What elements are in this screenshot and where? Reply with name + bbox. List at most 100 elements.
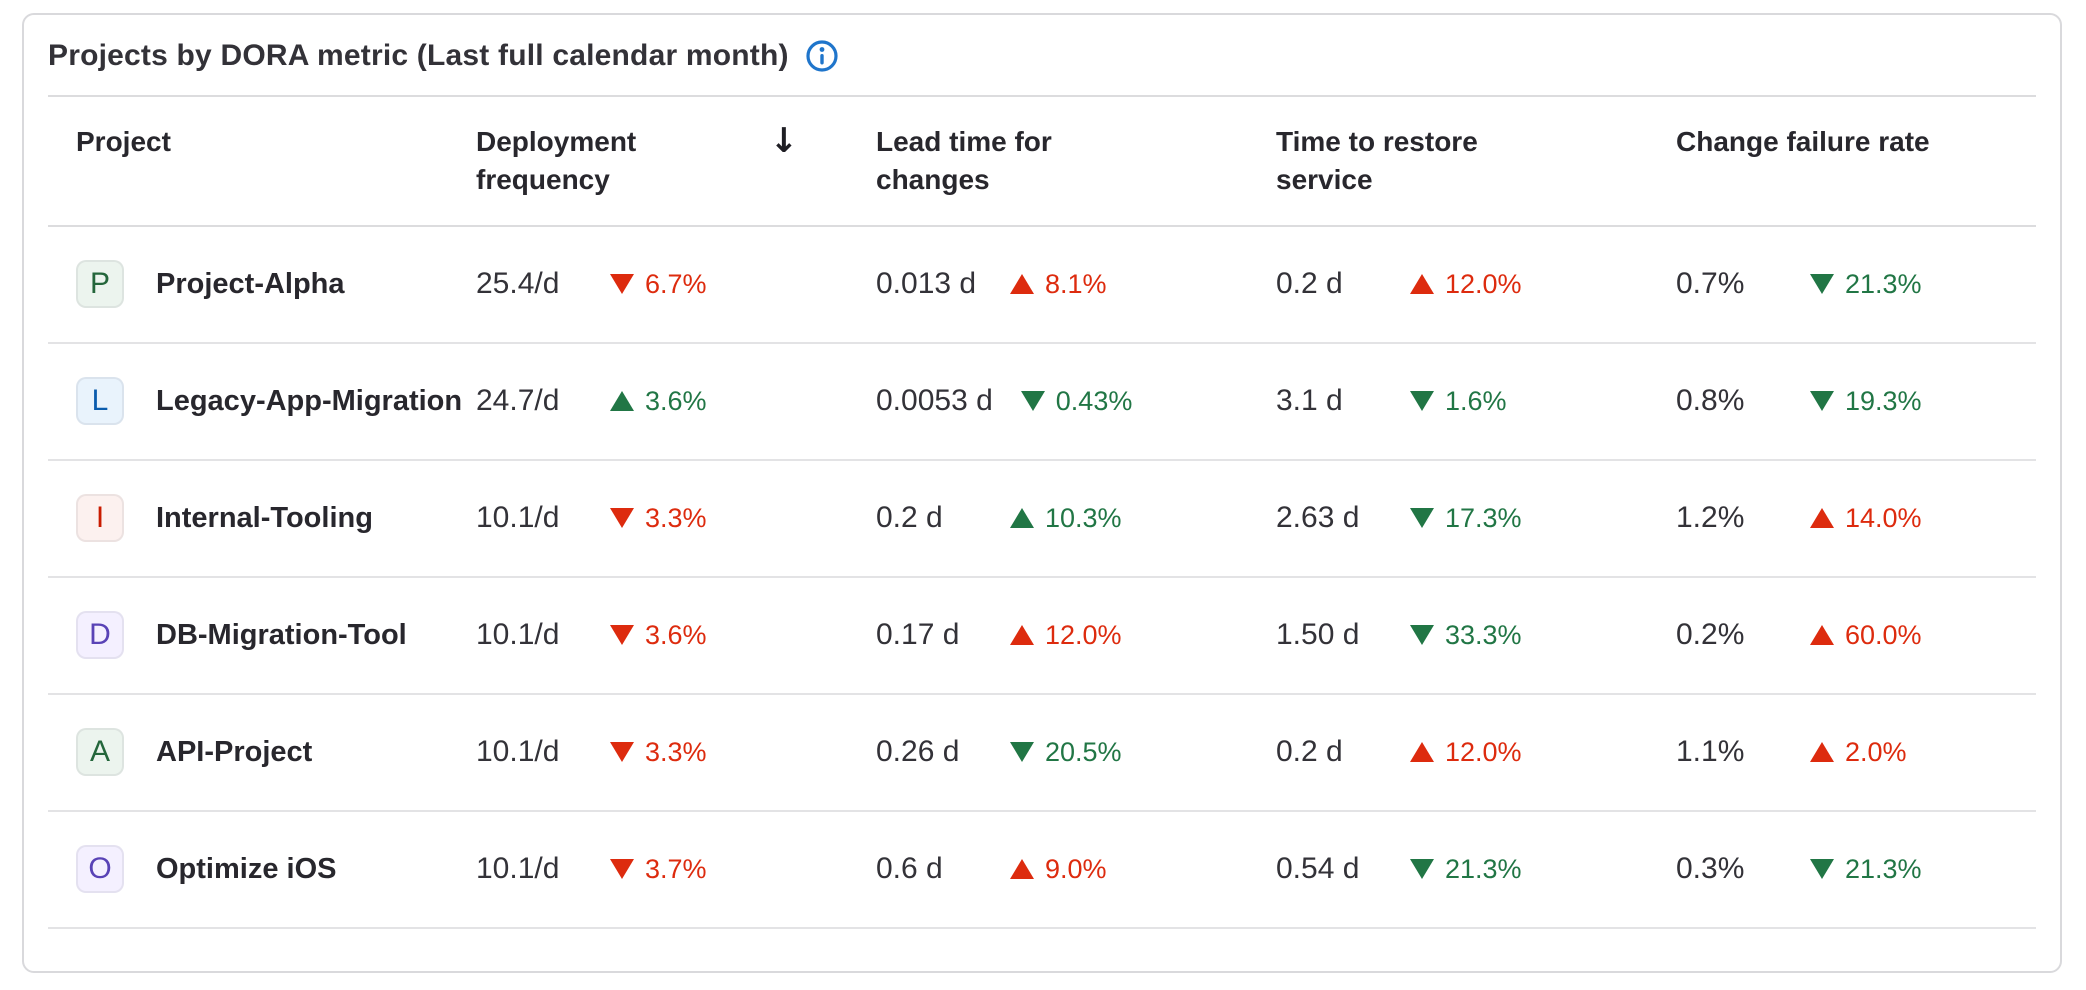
metric-value: 0.6 d [876, 852, 943, 886]
metric-value: 0.54 d [1276, 852, 1360, 886]
lead-time-cell: 0.26 d 20.5% [876, 735, 1276, 769]
trend-indicator: 20.5% [1010, 737, 1122, 768]
metric-value: 10.1/d [476, 618, 560, 652]
trend-percentage: 60.0% [1845, 619, 1922, 650]
change-failure-rate-cell: 1.1% 2.0% [1676, 735, 2036, 769]
time-to-restore-cell: 3.1 d 1.6% [1276, 384, 1676, 418]
project-avatar: O [76, 845, 124, 894]
metric-value: 0.17 d [876, 618, 960, 652]
trend-indicator: 2.0% [1810, 737, 1907, 768]
trend-triangle-icon [1410, 274, 1434, 295]
trend-indicator: 12.0% [1410, 737, 1522, 768]
trend-percentage: 20.5% [1045, 736, 1122, 767]
trend-triangle-icon [610, 508, 634, 529]
column-header-deployment-frequency[interactable]: Deployment frequency [476, 123, 876, 199]
trend-triangle-icon [610, 274, 634, 295]
table-row: D DB-Migration-Tool 10.1/d 3.6% 0.17 d 1… [48, 578, 2036, 695]
time-to-restore-cell: 0.2 d 12.0% [1276, 735, 1676, 769]
change-failure-rate-cell: 0.8% 19.3% [1676, 384, 2036, 418]
trend-percentage: 3.6% [645, 619, 707, 650]
trend-indicator: 19.3% [1810, 386, 1922, 417]
lead-time-cell: 0.013 d 8.1% [876, 267, 1276, 301]
project-avatar: A [76, 728, 124, 777]
project-avatar: D [76, 611, 124, 660]
metric-value: 0.7% [1676, 267, 1745, 301]
table-row: A API-Project 10.1/d 3.3% 0.26 d 20.5% 0… [48, 695, 2036, 812]
project-name-link[interactable]: Legacy-App-Migration [156, 384, 463, 417]
trend-triangle-icon [1410, 742, 1434, 763]
metric-value: 10.1/d [476, 735, 560, 769]
metric-value: 24.7/d [476, 384, 560, 418]
time-to-restore-cell: 0.2 d 12.0% [1276, 267, 1676, 301]
trend-percentage: 0.43% [1055, 385, 1133, 416]
card-header: Projects by DORA metric (Last full calen… [24, 15, 2060, 95]
column-header-project[interactable]: Project [76, 126, 171, 157]
trend-indicator: 60.0% [1810, 620, 1922, 651]
lead-time-cell: 0.2 d 10.3% [876, 501, 1276, 535]
metric-value: 0.013 d [876, 267, 977, 301]
trend-triangle-icon [1010, 508, 1034, 529]
metric-value: 0.2 d [1276, 267, 1343, 301]
metric-value: 0.8% [1676, 384, 1745, 418]
trend-triangle-icon [610, 859, 634, 880]
table-header-row: Project Deployment frequency Lead time f… [48, 95, 2036, 227]
trend-indicator: 3.3% [610, 737, 707, 768]
trend-indicator: 21.3% [1410, 854, 1522, 885]
table-row: P Project-Alpha 25.4/d 6.7% 0.013 d 8.1%… [48, 227, 2036, 344]
table-row: L Legacy-App-Migration 24.7/d 3.6% 0.005… [48, 344, 2036, 461]
metric-value: 0.2 d [876, 501, 943, 535]
column-header-time-to-restore[interactable]: Time to restore service [1276, 126, 1478, 195]
project-cell: P Project-Alpha [76, 260, 476, 309]
trend-percentage: 33.3% [1445, 619, 1522, 650]
project-name-link[interactable]: Internal-Tooling [156, 501, 373, 534]
trend-percentage: 9.0% [1045, 853, 1107, 884]
trend-triangle-icon [1010, 859, 1034, 880]
metric-value: 1.50 d [1276, 618, 1360, 652]
card-title: Projects by DORA metric (Last full calen… [48, 39, 789, 72]
change-failure-rate-cell: 1.2% 14.0% [1676, 501, 2036, 535]
metric-value: 3.1 d [1276, 384, 1343, 418]
trend-indicator: 3.7% [610, 854, 707, 885]
trend-percentage: 2.0% [1845, 736, 1907, 767]
trend-triangle-icon [1010, 625, 1034, 646]
change-failure-rate-cell: 0.2% 60.0% [1676, 618, 2036, 652]
trend-percentage: 6.7% [645, 268, 707, 299]
project-name-link[interactable]: Project-Alpha [156, 267, 345, 300]
time-to-restore-cell: 1.50 d 33.3% [1276, 618, 1676, 652]
trend-percentage: 10.3% [1045, 502, 1122, 533]
trend-triangle-icon [1010, 274, 1034, 295]
trend-indicator: 1.6% [1410, 386, 1507, 417]
time-to-restore-cell: 2.63 d 17.3% [1276, 501, 1676, 535]
project-name-link[interactable]: API-Project [156, 735, 313, 768]
trend-indicator: 14.0% [1810, 503, 1922, 534]
project-name-link[interactable]: DB-Migration-Tool [156, 618, 407, 651]
change-failure-rate-cell: 0.3% 21.3% [1676, 852, 2036, 886]
sort-arrow-down-icon[interactable] [770, 123, 799, 160]
trend-indicator: 21.3% [1810, 269, 1922, 300]
trend-triangle-icon [610, 742, 634, 763]
trend-percentage: 1.6% [1445, 385, 1507, 416]
column-header-lead-time[interactable]: Lead time for changes [876, 126, 1052, 195]
information-circle-icon[interactable] [805, 39, 839, 73]
trend-indicator: 6.7% [610, 269, 707, 300]
trend-triangle-icon [1410, 625, 1434, 646]
table-row: O Optimize iOS 10.1/d 3.7% 0.6 d 9.0% 0.… [48, 812, 2036, 929]
trend-percentage: 3.3% [645, 736, 707, 767]
trend-triangle-icon [610, 625, 634, 646]
trend-percentage: 19.3% [1845, 385, 1922, 416]
project-cell: A API-Project [76, 728, 476, 777]
trend-percentage: 21.3% [1845, 268, 1922, 299]
column-header-change-failure-rate[interactable]: Change failure rate [1676, 126, 1930, 157]
trend-indicator: 3.3% [610, 503, 707, 534]
trend-triangle-icon [1810, 391, 1834, 412]
dora-metrics-table: Project Deployment frequency Lead time f… [48, 95, 2036, 929]
metric-value: 10.1/d [476, 852, 560, 886]
trend-triangle-icon [1410, 508, 1434, 529]
project-cell: O Optimize iOS [76, 845, 476, 894]
trend-percentage: 17.3% [1445, 502, 1522, 533]
project-name-link[interactable]: Optimize iOS [156, 852, 337, 885]
deployment-frequency-cell: 10.1/d 3.3% [476, 735, 876, 769]
deployment-frequency-cell: 10.1/d 3.3% [476, 501, 876, 535]
project-avatar: P [76, 260, 124, 309]
metric-value: 0.3% [1676, 852, 1745, 886]
